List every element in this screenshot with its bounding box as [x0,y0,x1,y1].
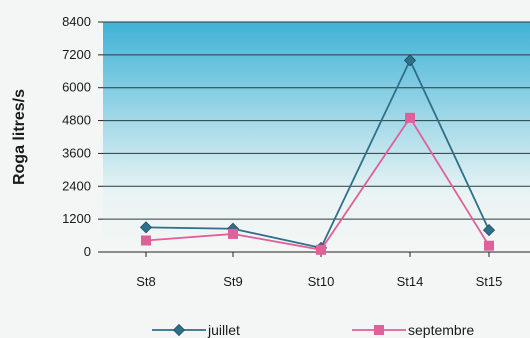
data-point-juillet [139,221,153,234]
x-tick-label: St10 [308,274,335,289]
y-axis-label: Roga litres/s [11,89,28,185]
y-tick-label: 0 [84,244,91,259]
series-septembre [141,112,494,255]
plot-area [103,22,530,252]
legend-item-juillet: juillet [152,322,240,338]
data-point-septembre [141,235,151,246]
data-point-septembre [316,244,326,255]
data-point-septembre [484,240,494,251]
x-tick-label: St15 [476,274,503,289]
y-tick-label: 1200 [62,211,91,226]
legend-marker-juillet [172,323,186,337]
y-tick-label: 3600 [62,145,91,160]
data-point-juillet [403,54,417,67]
legend-marker-septembre [374,325,384,335]
y-tick-label: 4800 [62,113,91,128]
data-point-juillet [482,224,496,237]
y-tick-label: 2400 [62,178,91,193]
x-axis-ticks: St8 St9 St10 St14 St15 [136,252,502,289]
legend: juillet septembre [152,322,474,338]
legend-label: juillet [207,322,240,338]
x-tick-label: St9 [223,274,243,289]
series-group [139,54,496,255]
gridlines [103,21,530,220]
y-tick-label: 8400 [62,14,91,29]
legend-label: septembre [408,322,474,338]
y-tick-label: 6000 [62,80,91,95]
y-axis-ticks: 0 1200 2400 3600 4800 6000 7200 8400 [62,14,103,259]
legend-item-septembre: septembre [352,322,474,338]
y-tick-label: 7200 [62,47,91,62]
data-point-septembre [405,112,415,123]
data-point-septembre [228,228,238,239]
x-tick-label: St8 [136,274,156,289]
x-tick-label: St14 [397,274,424,289]
